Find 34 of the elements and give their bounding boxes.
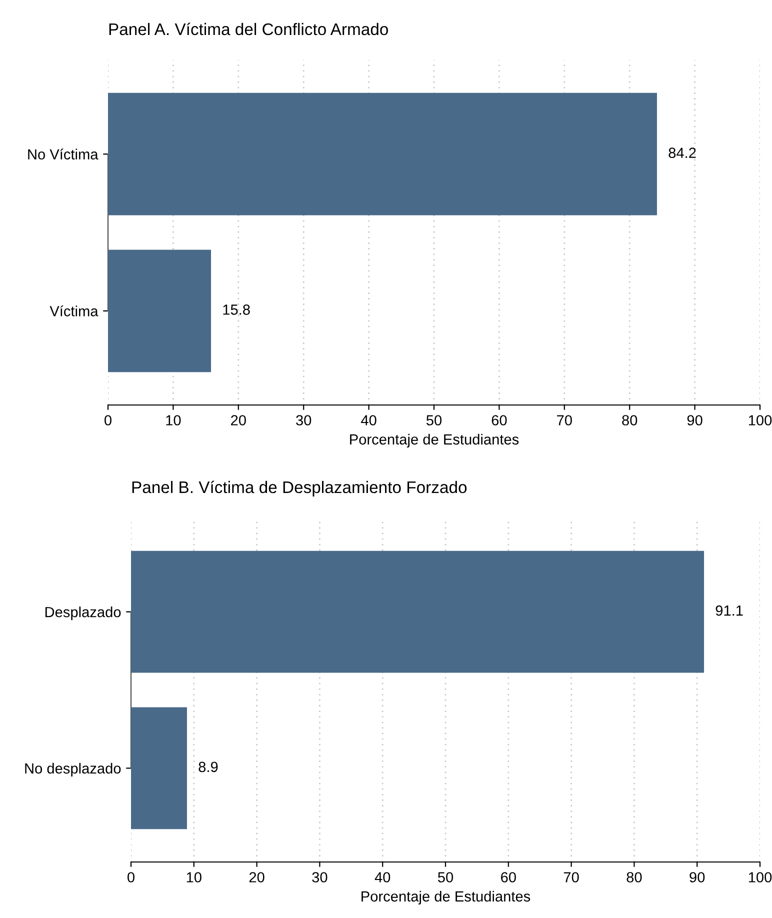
x-tick-label: 80	[622, 415, 638, 426]
x-tick-label: 90	[687, 415, 702, 426]
x-tick-label: 100	[748, 872, 772, 882]
x-tick-label: 20	[231, 415, 246, 426]
x-tick-label: 40	[361, 415, 376, 426]
chart-title: Panel A. Víctima del Conflicto Armado	[109, 22, 388, 36]
data-label: 84.2	[668, 148, 696, 158]
data-label: 8.9	[198, 762, 218, 772]
y-tick-label: Desplazado	[45, 606, 121, 620]
y-tick-label: No desplazado	[25, 762, 121, 776]
x-tick-label: 70	[557, 415, 572, 426]
x-tick-label: 40	[374, 872, 390, 882]
x-tick-label: 10	[166, 415, 181, 426]
x-tick-label: 30	[296, 415, 312, 426]
x-tick-label: 30	[312, 872, 328, 882]
x-tick-label: 20	[249, 872, 264, 882]
x-tick-label: 100	[748, 415, 772, 426]
y-tick-label: No Víctima	[28, 148, 98, 160]
x-tick-label: 70	[564, 872, 579, 882]
y-tick-label: Víctima	[50, 305, 98, 316]
x-tick-label: 0	[104, 415, 112, 426]
x-tick-label: 90	[690, 872, 705, 882]
x-tick-label: 0	[128, 872, 134, 882]
data-label: 15.8	[223, 304, 250, 315]
x-tick-label: 10	[186, 872, 202, 882]
chart-title: Panel B. Víctima de Desplazamiento Forzado	[132, 480, 467, 496]
x-tick-label: 80	[626, 872, 642, 882]
x-tick-label: 50	[438, 872, 454, 882]
x-tick-label: 60	[492, 415, 507, 426]
x-axis-title: Porcentaje de Estudiantes	[362, 890, 530, 904]
x-tick-label: 50	[426, 415, 442, 426]
x-axis-title: Porcentaje de Estudiantes	[350, 434, 519, 448]
x-tick-label: 60	[501, 872, 516, 882]
data-label: 91.1	[716, 605, 743, 616]
